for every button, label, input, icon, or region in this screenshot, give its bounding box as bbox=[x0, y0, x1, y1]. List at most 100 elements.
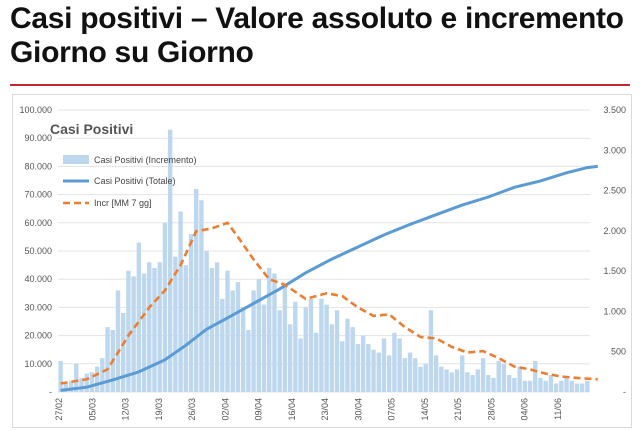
x-tick-label: 30/04 bbox=[353, 398, 363, 421]
y-left-tick-label: 90.000 bbox=[24, 133, 52, 143]
y-left-tick-label: 70.000 bbox=[24, 190, 52, 200]
chart-title: Casi Positivi bbox=[50, 121, 133, 137]
bar bbox=[84, 373, 89, 392]
bar bbox=[392, 332, 397, 392]
title-line-1: Casi positivi – Valore assoluto e increm… bbox=[10, 2, 624, 35]
bar bbox=[272, 273, 277, 392]
bar bbox=[522, 380, 527, 392]
bar bbox=[63, 383, 69, 392]
bar bbox=[397, 338, 402, 392]
bar bbox=[543, 380, 548, 392]
bar bbox=[569, 380, 574, 392]
bar bbox=[209, 267, 215, 392]
bar bbox=[157, 262, 162, 392]
bar bbox=[444, 369, 449, 392]
bar bbox=[585, 380, 590, 392]
bar bbox=[277, 310, 282, 392]
bar bbox=[454, 369, 460, 392]
y-right-tick-label: - bbox=[623, 387, 626, 397]
bar bbox=[240, 307, 246, 392]
y-left-tick-label: 100.000 bbox=[19, 105, 52, 115]
bar bbox=[74, 363, 79, 392]
bar bbox=[115, 290, 121, 392]
y-right-tick-label: 3.000 bbox=[603, 145, 626, 155]
bar bbox=[303, 307, 308, 392]
bar bbox=[329, 324, 335, 392]
bar bbox=[387, 355, 392, 392]
bar bbox=[574, 383, 580, 392]
bar bbox=[147, 262, 152, 392]
y-right-tick-label: 1.000 bbox=[603, 306, 626, 316]
bar bbox=[194, 188, 199, 392]
bar bbox=[214, 262, 220, 392]
bar bbox=[381, 338, 387, 392]
bar bbox=[204, 251, 209, 392]
bar bbox=[188, 234, 194, 392]
bar bbox=[371, 349, 376, 392]
y-left-tick-label: 60.000 bbox=[24, 218, 52, 228]
bar bbox=[324, 304, 329, 392]
x-tick-label: 28/05 bbox=[486, 398, 496, 421]
gridlines bbox=[58, 109, 590, 393]
y-right-tick-label: 1.500 bbox=[603, 266, 626, 276]
bar bbox=[345, 318, 350, 392]
line-ma7 bbox=[60, 221, 598, 385]
bar bbox=[413, 358, 418, 392]
bar bbox=[58, 360, 63, 392]
title-line-2: Giorno su Giorno bbox=[10, 36, 254, 69]
y-left-tick-label: 30.000 bbox=[24, 302, 52, 312]
bar bbox=[298, 338, 303, 392]
bar bbox=[152, 267, 157, 392]
legend: Casi Positivi (Incremento) Casi Positivi… bbox=[63, 155, 197, 208]
bar bbox=[512, 377, 517, 392]
bar bbox=[68, 380, 74, 392]
bar bbox=[433, 355, 439, 392]
bar bbox=[220, 298, 225, 392]
x-tick-label: 14/05 bbox=[420, 398, 430, 421]
x-axis-ticks: 27/02 05/03 12/03 19/03 26/03 02/04 09/04 16/04… bbox=[54, 398, 563, 421]
bar bbox=[538, 377, 543, 392]
y-right-tick-label: 2.000 bbox=[603, 226, 626, 236]
bar bbox=[94, 366, 100, 392]
bar bbox=[293, 301, 298, 392]
legend-label-ma7: Incr [MM 7 gg] bbox=[94, 198, 152, 208]
bar bbox=[100, 358, 105, 392]
bar bbox=[79, 377, 84, 392]
page-title: Casi positivi – Valore assoluto e increm… bbox=[10, 2, 630, 70]
bar bbox=[334, 310, 340, 392]
x-tick-label: 12/03 bbox=[121, 398, 131, 421]
y-left-tick-label: 40.000 bbox=[24, 274, 52, 284]
bar bbox=[486, 375, 491, 392]
bar bbox=[136, 242, 142, 392]
legend-label-bars: Casi Positivi (Incremento) bbox=[94, 155, 197, 165]
y-left-tick-label: 80.000 bbox=[24, 161, 52, 171]
x-tick-label: 11/06 bbox=[553, 398, 563, 420]
bar bbox=[548, 375, 554, 392]
x-tick-label: 16/04 bbox=[287, 398, 297, 421]
bar bbox=[313, 332, 319, 392]
bar bbox=[376, 352, 381, 392]
bars-increment bbox=[58, 129, 590, 393]
bar bbox=[235, 282, 241, 392]
bar bbox=[225, 270, 230, 392]
bar bbox=[423, 363, 428, 392]
x-tick-label: 21/05 bbox=[453, 398, 463, 421]
bar bbox=[162, 222, 168, 392]
bar bbox=[251, 290, 256, 392]
y-left-tick-label: 50.000 bbox=[24, 246, 52, 256]
bar bbox=[178, 211, 183, 392]
bar bbox=[360, 335, 366, 392]
bar bbox=[126, 270, 131, 392]
y-right-tick-label: 500 bbox=[611, 347, 626, 357]
x-tick-label: 26/03 bbox=[187, 398, 197, 421]
bar bbox=[533, 360, 538, 392]
x-tick-label: 23/04 bbox=[320, 398, 330, 421]
bar bbox=[470, 375, 475, 392]
bar bbox=[287, 324, 293, 392]
bar bbox=[501, 363, 507, 392]
bar bbox=[89, 372, 95, 392]
bar bbox=[564, 377, 569, 392]
bar bbox=[418, 366, 423, 392]
bar bbox=[475, 369, 481, 392]
bar bbox=[105, 327, 110, 392]
